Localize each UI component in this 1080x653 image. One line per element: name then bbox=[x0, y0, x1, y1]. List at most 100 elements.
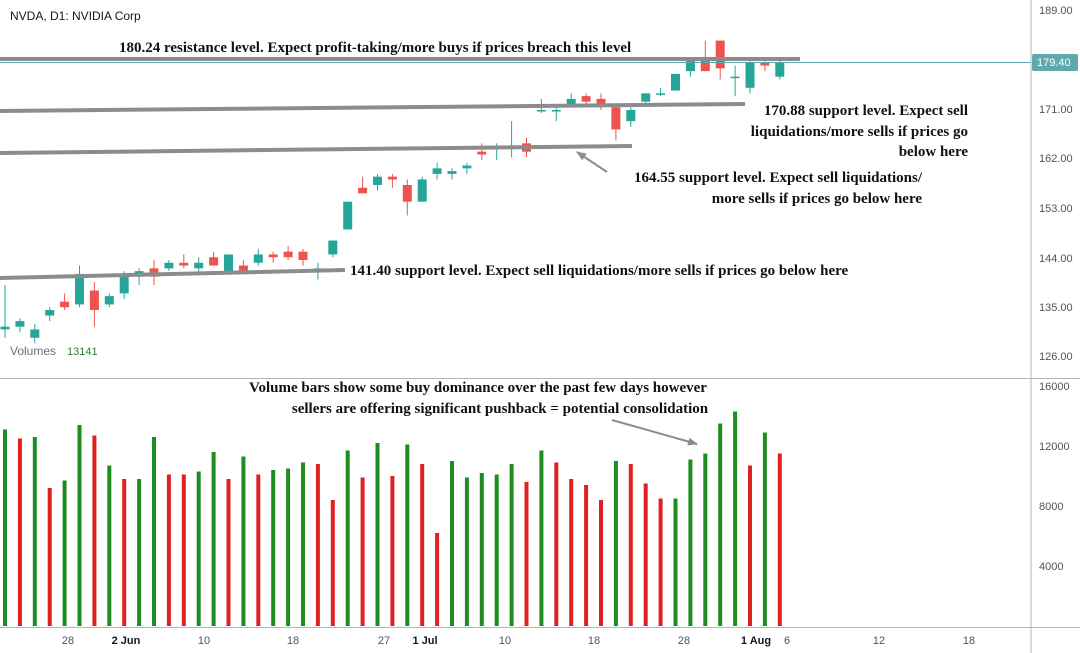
volume-bar[interactable] bbox=[166, 474, 171, 627]
volume-bar[interactable] bbox=[628, 464, 633, 626]
volume-bar[interactable] bbox=[524, 482, 529, 626]
volume-bar[interactable] bbox=[3, 429, 7, 627]
volume-bar[interactable] bbox=[509, 464, 514, 626]
bullish-candle[interactable] bbox=[671, 73, 680, 91]
price-axis[interactable]: 189.00 171.00 162.00 153.00 144.00 135.0… bbox=[1032, 5, 1078, 363]
volume-bar[interactable] bbox=[599, 500, 603, 626]
bullish-candle[interactable] bbox=[462, 162, 472, 174]
volume-bar[interactable] bbox=[256, 474, 261, 627]
volume-bar[interactable] bbox=[77, 425, 82, 626]
bearish-candle[interactable] bbox=[402, 179, 412, 216]
bearish-candle[interactable] bbox=[89, 282, 99, 327]
bearish-candle[interactable] bbox=[60, 293, 70, 310]
volume-bar[interactable] bbox=[226, 479, 231, 626]
volume-bar[interactable] bbox=[569, 479, 574, 626]
volume-bar[interactable] bbox=[107, 465, 112, 627]
volume-bar[interactable] bbox=[375, 443, 380, 626]
volume-bar[interactable] bbox=[554, 462, 559, 627]
volume-bar[interactable] bbox=[137, 479, 142, 626]
symbol-title[interactable]: NVDA, D1: NVIDIA Corp bbox=[10, 9, 141, 23]
volume-bar[interactable] bbox=[390, 476, 395, 626]
volumes-label[interactable]: Volumes bbox=[10, 344, 56, 358]
volume-bar[interactable] bbox=[315, 464, 320, 626]
bullish-candle[interactable] bbox=[447, 168, 457, 180]
volume-bar[interactable] bbox=[688, 459, 693, 627]
bullish-candle[interactable] bbox=[45, 307, 55, 322]
bullish-candle[interactable] bbox=[775, 60, 785, 80]
bullish-candle[interactable] bbox=[373, 173, 382, 191]
bullish-candle[interactable] bbox=[656, 87, 666, 97]
bullish-candle[interactable] bbox=[194, 257, 204, 274]
volume-bar[interactable] bbox=[464, 477, 469, 627]
volume-bar[interactable] bbox=[539, 450, 544, 627]
volume-bar[interactable] bbox=[450, 461, 454, 626]
support-line-141[interactable] bbox=[0, 268, 346, 280]
volume-bar[interactable] bbox=[420, 464, 425, 626]
bullish-candle[interactable] bbox=[30, 323, 40, 344]
volume-bar[interactable] bbox=[435, 533, 440, 626]
volume-bar[interactable] bbox=[584, 485, 589, 626]
volume-axis[interactable]: 16000 12000 8000 4000 bbox=[1039, 381, 1070, 573]
bullish-candle[interactable] bbox=[745, 60, 755, 94]
time-axis[interactable]: 28 2 Jun 10 18 27 1 Jul 10 18 28 1 Aug 6 12 18 bbox=[62, 635, 975, 647]
volume-bar[interactable] bbox=[181, 474, 186, 627]
volume-bar[interactable] bbox=[196, 471, 201, 627]
volume-bar[interactable] bbox=[479, 473, 484, 626]
volume-bar[interactable] bbox=[703, 453, 708, 627]
bullish-candle[interactable] bbox=[641, 93, 651, 105]
bearish-candle[interactable] bbox=[268, 251, 278, 263]
volume-bar[interactable] bbox=[330, 500, 335, 626]
bearish-candle[interactable] bbox=[700, 40, 710, 72]
bullish-candle[interactable] bbox=[730, 65, 740, 97]
bullish-candle[interactable] bbox=[0, 285, 10, 338]
bullish-candle[interactable] bbox=[328, 240, 338, 258]
bearish-candle[interactable] bbox=[209, 251, 219, 266]
volume-bar[interactable] bbox=[345, 450, 350, 627]
bearish-candle[interactable] bbox=[581, 93, 591, 105]
bearish-candle[interactable] bbox=[358, 176, 368, 194]
volume-bar[interactable] bbox=[762, 432, 767, 627]
volume-bar[interactable] bbox=[733, 411, 738, 627]
volume-bar[interactable] bbox=[211, 452, 216, 626]
volume-bar[interactable] bbox=[748, 465, 752, 627]
volume-bar[interactable] bbox=[673, 498, 678, 627]
bearish-candle[interactable] bbox=[179, 254, 189, 269]
bearish-candle[interactable] bbox=[298, 248, 308, 266]
bearish-candle[interactable] bbox=[611, 104, 621, 141]
volume-bar[interactable] bbox=[360, 477, 365, 627]
support-line-164[interactable] bbox=[0, 144, 633, 155]
bullish-candle[interactable] bbox=[75, 265, 84, 308]
volume-bar[interactable] bbox=[241, 456, 246, 627]
volume-bar[interactable] bbox=[122, 479, 127, 626]
volume-bar[interactable] bbox=[613, 461, 618, 626]
price-pane[interactable] bbox=[0, 0, 1031, 378]
volume-bar[interactable] bbox=[286, 468, 291, 627]
volume-bar[interactable] bbox=[152, 437, 156, 626]
bullish-candle[interactable] bbox=[417, 176, 427, 202]
volume-bar[interactable] bbox=[718, 423, 723, 627]
volume-bar[interactable] bbox=[47, 488, 52, 626]
volume-bar[interactable] bbox=[658, 498, 663, 627]
volume-bar[interactable] bbox=[405, 444, 410, 627]
volume-bar[interactable] bbox=[62, 480, 67, 627]
support-line-170[interactable] bbox=[0, 102, 746, 113]
bearish-candle[interactable] bbox=[283, 246, 293, 260]
volume-bar[interactable] bbox=[494, 474, 499, 627]
volume-bar[interactable] bbox=[643, 483, 648, 627]
bullish-candle[interactable] bbox=[15, 318, 25, 333]
bullish-candle[interactable] bbox=[224, 254, 233, 274]
volume-pane[interactable] bbox=[0, 379, 1031, 627]
bullish-candle[interactable] bbox=[432, 162, 442, 180]
bullish-candle[interactable] bbox=[626, 104, 636, 127]
bullish-candle[interactable] bbox=[164, 260, 174, 272]
volume-bar[interactable] bbox=[301, 462, 305, 627]
bullish-candle[interactable] bbox=[343, 201, 353, 230]
volume-bar[interactable] bbox=[32, 437, 37, 626]
bullish-candle[interactable] bbox=[253, 248, 263, 266]
volume-bar[interactable] bbox=[92, 435, 97, 627]
bearish-candle[interactable] bbox=[387, 173, 397, 188]
bullish-candle[interactable] bbox=[104, 293, 114, 308]
volume-bar[interactable] bbox=[17, 438, 22, 627]
volume-bar[interactable] bbox=[271, 470, 276, 626]
